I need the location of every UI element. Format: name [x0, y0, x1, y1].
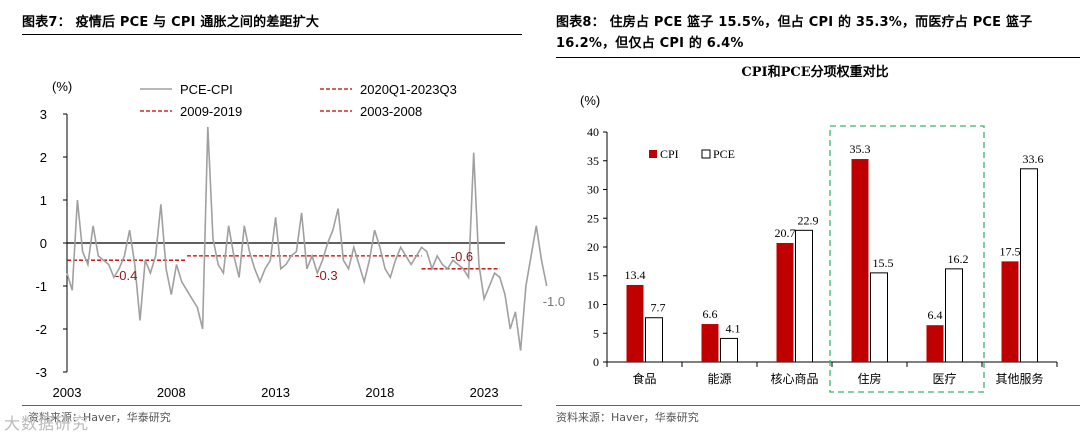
legend-label-2020-2023: 2020Q1-2023Q3	[360, 82, 457, 97]
right-bottom-rule	[556, 405, 1080, 406]
cpi-bar	[1001, 261, 1019, 362]
avg-label-2009-2019: -0.3	[315, 268, 337, 283]
x-tick-label: 2003	[53, 385, 82, 400]
legend-swatch-cpi	[649, 150, 657, 158]
cpi-bar	[701, 324, 719, 362]
y-tick-label: -2	[35, 322, 47, 337]
y-tick-label: 35	[587, 154, 599, 168]
cpi-value-label: 35.3	[850, 142, 871, 156]
pce-bar	[945, 268, 963, 363]
pce-value-label: 33.6	[1023, 152, 1044, 166]
legend-label-2003-2008: 2003-2008	[360, 104, 422, 119]
category-label: 医疗	[932, 372, 956, 386]
category-label: 住房	[857, 371, 881, 386]
cpi-bar	[626, 284, 644, 362]
cpi-value-label: 20.7	[775, 226, 796, 240]
bar-chart-title: CPI和PCE分项权重对比	[741, 64, 888, 80]
y-tick-label: -1	[35, 279, 47, 294]
left-source-note: 资料来源：Haver，华泰研究	[28, 411, 171, 424]
legend-label-cpi: CPI	[660, 147, 679, 161]
cpi-value-label: 17.5	[1000, 244, 1021, 258]
cpi-bar	[926, 325, 944, 362]
pce-bar	[1020, 168, 1038, 363]
legend-label-pce-cpi: PCE-CPI	[180, 82, 233, 97]
cpi-value-label: 6.6	[703, 307, 718, 321]
cpi-value-label: 13.4	[625, 268, 646, 282]
y-tick-label: -3	[35, 365, 47, 380]
cpi-bar	[851, 159, 869, 362]
legend-label-2009-2019: 2009-2019	[180, 104, 242, 119]
avg-label-2020-2023: -0.6	[451, 249, 473, 264]
right-figure-title: 图表8： 住房占 PCE 篮子 15.5%，但占 CPI 的 35.3%，而医疗…	[556, 15, 1033, 51]
y-axis-unit: (%)	[52, 79, 72, 94]
y-tick-label: 10	[587, 298, 599, 312]
y-tick-label: 0	[593, 355, 599, 369]
y-tick-label: 5	[593, 326, 599, 340]
cpi-bar	[776, 242, 794, 362]
pce-bar	[645, 317, 663, 363]
y-axis-unit: (%)	[580, 93, 600, 108]
y-tick-label: 2	[40, 150, 47, 165]
legend-swatch-pce	[701, 149, 711, 159]
category-label: 核心商品	[770, 371, 818, 386]
pce-value-label: 22.9	[798, 213, 819, 227]
y-tick-label: 40	[587, 125, 599, 139]
pce-value-label: 7.7	[651, 301, 666, 315]
y-tick-label: 25	[587, 211, 599, 225]
pce-bar	[795, 229, 813, 363]
x-tick-label: 2013	[261, 385, 290, 400]
avg-label-2003-2008: -0.4	[115, 268, 137, 283]
left-bottom-rule	[22, 405, 522, 406]
left-title-rule	[22, 34, 522, 35]
category-label: 其他服务	[995, 371, 1043, 386]
line-chart: (%) 3 2 1 0 -1 -2 -3 2003 2008 2013 2018 2023 -1.0 -0.…	[35, 79, 565, 400]
x-tick-label: 2018	[365, 385, 394, 400]
y-tick-label: 20	[587, 240, 599, 254]
pce-value-label: 4.1	[726, 321, 741, 335]
right-source-note: 资料来源：Haver，华泰研究	[556, 411, 699, 424]
x-tick-label: 2008	[157, 385, 186, 400]
y-tick-label: 15	[587, 269, 599, 283]
x-tick-label: 2023	[470, 385, 499, 400]
left-chart-panel: 图表7： 疫情后 PCE 与 CPI 通胀之间的差距扩大 (%) 3 2 1 0 -1 -2…	[0, 0, 565, 442]
left-figure-title: 图表7： 疫情后 PCE 与 CPI 通胀之间的差距扩大	[22, 15, 320, 30]
pce-cpi-series-line	[66, 126, 548, 351]
y-tick-label: 3	[40, 107, 47, 122]
pce-value-label: 16.2	[948, 252, 969, 266]
y-tick-label: 1	[40, 193, 47, 208]
y-tick-label: 0	[40, 236, 47, 251]
bar-chart: CPI和PCE分项权重对比 (%) 40 35 30 25 20 15 10 5 0 13.4 7.7 食…	[580, 64, 1058, 393]
pce-value-label: 15.5	[873, 256, 894, 270]
pce-bar	[870, 272, 888, 363]
end-value-label: -1.0	[543, 294, 565, 309]
category-label: 食品	[632, 371, 656, 386]
y-tick-label: 30	[587, 183, 599, 197]
pce-bar	[720, 337, 738, 363]
right-title-rule	[556, 57, 1080, 58]
right-chart-panel: 图表8： 住房占 PCE 篮子 15.5%，但占 CPI 的 35.3%，而医疗…	[550, 0, 1080, 442]
legend-label-pce: PCE	[713, 147, 735, 161]
cpi-value-label: 6.4	[928, 308, 943, 322]
category-label: 能源	[707, 372, 731, 386]
watermark: 大数据研究	[4, 414, 90, 433]
